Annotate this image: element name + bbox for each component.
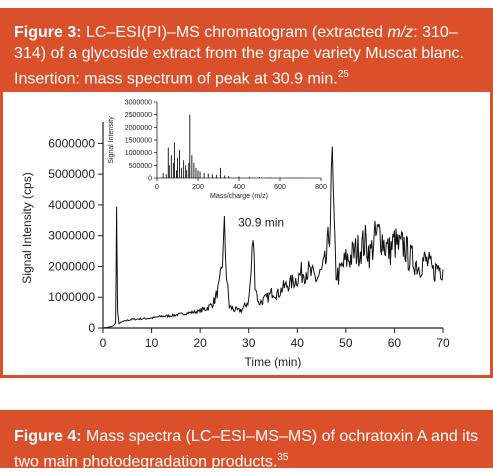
x-tick-label: 10 [145,336,159,350]
inset-y-tick-label: 3000000 [125,100,152,107]
peak-annotation: 30.9 min [238,215,284,229]
figure-3-text-a: LC–ESI(PI)–MS chromatogram (extracted [81,24,388,41]
inset-x-tick-label: 400 [233,184,245,191]
y-tick-label: 1000000 [48,290,95,304]
y-tick-label: 4000000 [48,198,95,212]
y-axis-title: Signal Intensity (cps) [20,172,34,283]
inset-x-tick-label: 600 [274,184,286,191]
figure-3-mz: m/z [387,24,414,41]
x-tick-label: 60 [388,336,402,350]
y-tick-label: 0 [88,321,95,335]
figure-3-label: Figure 3: [14,24,82,41]
figure-4-ref: 35 [277,452,289,463]
inset-y-axis-title: Signal Intensity [108,116,115,164]
inset-x-tick-label: 0 [155,184,159,191]
figure-3-ref: 25 [337,69,349,80]
chromatogram-trace [102,146,444,329]
x-tick-label: 40 [291,336,305,350]
figure-3-caption: Figure 3: LC–ESI(PI)–MS chromatogram (ex… [0,8,493,92]
inset-y-tick-label: 500000 [129,163,152,170]
figure-3-caption-text: Figure 3: LC–ESI(PI)–MS chromatogram (ex… [14,22,483,89]
chart-panel: 0 10 20 30 40 50 60 70 0 1000000 2000000 3000000 400… [0,92,493,378]
y-tick-label: 2000000 [48,259,95,273]
x-tick-label: 20 [193,336,207,350]
figure-4-caption-text: Figure 4: Mass spectra (LC–ESI–MS–MS) of… [14,426,483,472]
inset-y-tick-label: 2500000 [125,112,152,119]
x-tick-label: 50 [339,336,353,350]
y-tick-label: 5000000 [48,167,95,181]
y-tick-label: 6000000 [48,136,95,150]
figure-3-text-b: : 310–314) of a glycoside extract from t… [14,24,464,88]
main-chart: 0 10 20 30 40 50 60 70 0 1000000 2000000 3000000 400… [20,122,450,369]
inset-chart: 0 200 400 600 800 0 500000 1000000 1500000 200000… [108,100,327,201]
inset-y-tick-label: 2000000 [125,125,152,132]
x-axis-title: Time (min) [245,355,302,369]
figure-4-caption: Figure 4: Mass spectra (LC–ESI–MS–MS) of… [0,410,493,470]
x-tick-label: 0 [100,336,107,350]
inset-x-tick-label: 800 [315,184,327,191]
y-tick-label: 3000000 [48,229,95,243]
inset-x-axis-title: Mass/charge (m/z) [210,193,268,200]
figure-4-text: Mass spectra (LC–ESI–MS–MS) of ochratoxi… [14,428,479,471]
figure-4-label: Figure 4: [14,428,82,445]
x-tick-label: 70 [436,336,450,350]
inset-y-tick-label: 0 [148,176,152,183]
inset-x-tick-label: 200 [192,184,204,191]
chromatogram-chart: 0 10 20 30 40 50 60 70 0 1000000 2000000 3000000 400… [20,100,450,370]
inset-y-tick-label: 1000000 [125,150,152,157]
x-tick-label: 30 [242,336,256,350]
inset-y-tick-label: 1500000 [125,138,152,145]
